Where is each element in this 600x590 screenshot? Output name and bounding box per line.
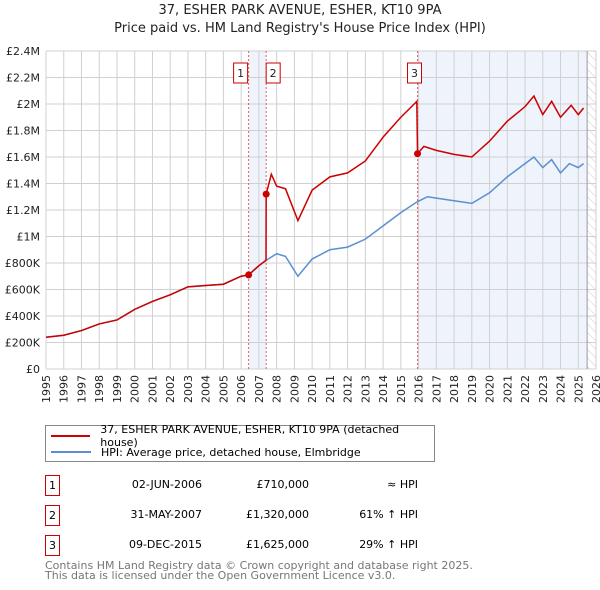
x-tick-label: 2011: [324, 375, 337, 403]
transaction-number: 2: [45, 505, 60, 526]
x-tick-label: 2014: [377, 375, 390, 403]
x-tick-label: 2006: [235, 375, 248, 403]
legend-swatch-blue: [51, 451, 91, 453]
x-tick-label: 2013: [359, 375, 372, 403]
sale-label-box: 3: [407, 62, 423, 84]
sale-label-box: 1: [233, 62, 249, 84]
transaction-number: 1: [45, 475, 60, 496]
legend-item-hpi: HPI: Average price, detached house, Elmb…: [51, 444, 361, 460]
x-tick-label: 1995: [40, 375, 53, 403]
y-tick-label: £1.6M: [6, 151, 40, 164]
x-tick-label: 2000: [129, 375, 142, 403]
x-tick-label: 2022: [519, 375, 532, 403]
y-tick-label: £0: [26, 363, 40, 376]
sale-label-border: [265, 62, 281, 84]
sale-label-box: 2: [265, 62, 281, 84]
x-tick-label: 2019: [466, 375, 479, 403]
transaction-price: £1,320,000: [246, 508, 309, 521]
footer-copyright: Contains HM Land Registry data © Crown c…: [45, 559, 473, 572]
x-tick-label: 2008: [271, 375, 284, 403]
sale-label-number: 3: [411, 67, 418, 80]
price-chart: 1995 1996 1997 1998 1999 2000 2001 2002 2003 2004…: [5, 45, 600, 403]
sale-label-border: [233, 62, 249, 84]
y-tick-label: £200K: [5, 337, 41, 350]
y-tick-label: £1.8M: [6, 125, 40, 138]
y-tick-label: £2.2M: [6, 72, 40, 85]
transaction-vs-hpi: 61% ↑ HPI: [359, 508, 418, 521]
y-tick-label: £1.4M: [6, 178, 40, 191]
x-tick-label: 2018: [448, 375, 461, 403]
x-tick-label: 2003: [182, 375, 195, 403]
x-tick-label: 1996: [58, 375, 71, 403]
legend-label: 37, ESHER PARK AVENUE, ESHER, KT10 9PA (…: [100, 423, 400, 449]
sale-label-number: 1: [237, 67, 244, 80]
x-tick-label: 2024: [555, 375, 568, 403]
x-tick-label: 2010: [306, 375, 319, 403]
x-tick-label: 2021: [501, 375, 514, 403]
x-tick-label: 1997: [75, 375, 88, 403]
x-tick-label: 2015: [395, 375, 408, 403]
sale-label-border: [407, 62, 423, 84]
sale-point: [262, 190, 270, 198]
y-tick-label: £800K: [5, 257, 41, 270]
legend-label: HPI: Average price, detached house, Elmb…: [101, 445, 361, 459]
footer-licence: This data is licensed under the Open Gov…: [45, 569, 396, 582]
transaction-date: 09-DEC-2015: [128, 538, 202, 551]
transaction-row: 3 09-DEC-2015 £1,625,000 29% ↑ HPI: [45, 535, 445, 556]
sale-label-number: 2: [270, 67, 277, 80]
sale-point: [245, 271, 253, 279]
chart-subtitle: Price paid vs. HM Land Registry's House …: [114, 21, 486, 36]
x-tick-label: 2009: [288, 375, 301, 403]
y-tick-label: £1M: [17, 231, 41, 244]
x-tick-label: 2017: [430, 375, 443, 403]
transaction-price: £1,625,000: [246, 538, 309, 551]
y-tick-label: £600K: [5, 284, 41, 297]
transaction-vs-hpi: ≈ HPI: [387, 478, 418, 491]
x-tick-label: 2002: [164, 375, 177, 403]
y-tick-label: £2M: [17, 98, 41, 111]
x-tick-label: 2007: [253, 375, 266, 403]
x-tick-label: 2012: [342, 375, 355, 403]
y-tick-label: £400K: [5, 310, 41, 323]
x-tick-label: 2005: [217, 375, 230, 403]
x-tick-label: 2025: [572, 375, 585, 403]
y-tick-label: £1.2M: [6, 204, 40, 217]
transaction-date: 02-JUN-2006: [131, 478, 202, 491]
x-tick-label: 2016: [413, 375, 426, 403]
transaction-vs-hpi: 29% ↑ HPI: [359, 538, 418, 551]
chart-title: 37, ESHER PARK AVENUE, ESHER, KT10 9PA: [158, 3, 442, 18]
x-tick-label: 2023: [537, 375, 550, 403]
legend-item-property: 37, ESHER PARK AVENUE, ESHER, KT10 9PA (…: [51, 423, 434, 449]
x-tick-label: 2001: [146, 375, 159, 403]
x-tick-label: 2004: [200, 375, 213, 403]
transaction-row: 2 31-MAY-2007 £1,320,000 61% ↑ HPI: [45, 505, 445, 526]
legend-swatch-red: [51, 435, 91, 437]
transaction-number: 3: [45, 535, 60, 556]
transaction-row: 1 02-JUN-2006 £710,000 ≈ HPI: [45, 475, 445, 496]
transaction-date: 31-MAY-2007: [130, 508, 202, 521]
property-price-line: [45, 94, 585, 338]
y-tick-label: £2.4M: [6, 45, 40, 58]
transaction-price: £710,000: [256, 478, 310, 491]
x-tick-label: 2026: [590, 375, 600, 403]
x-tick-label: 2020: [484, 375, 497, 403]
x-tick-label: 1999: [111, 375, 124, 403]
x-tick-label: 1998: [93, 375, 106, 403]
sale-point: [414, 150, 422, 158]
legend: 37, ESHER PARK AVENUE, ESHER, KT10 9PA (…: [45, 423, 435, 462]
